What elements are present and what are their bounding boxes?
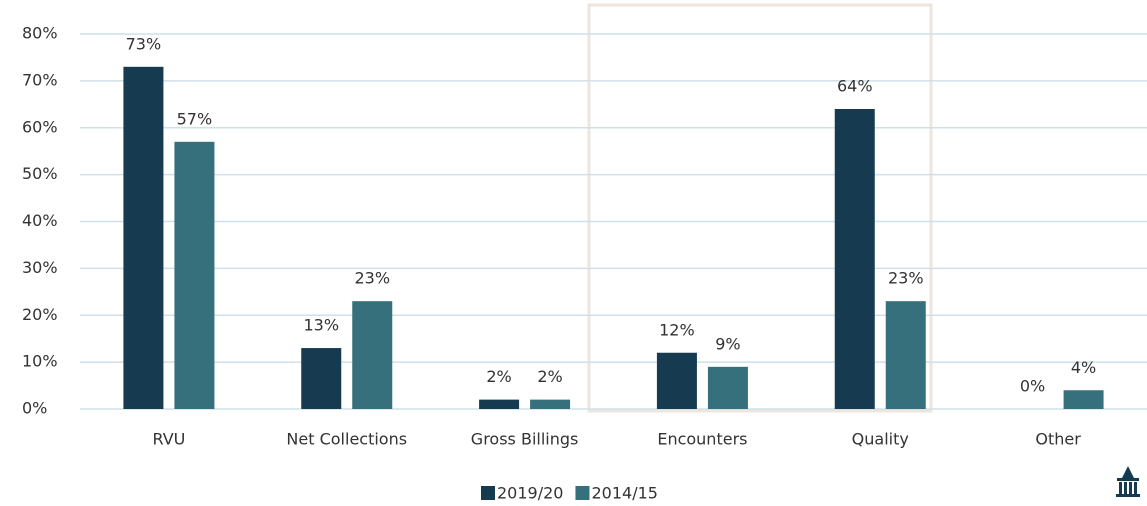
x-tick-label: RVU: [152, 430, 185, 449]
y-tick-label: 40%: [22, 211, 58, 230]
x-tick-label: Net Collections: [286, 430, 407, 449]
bar: [123, 66, 164, 409]
bar: [1063, 390, 1104, 409]
x-tick-label: Encounters: [657, 430, 747, 449]
legend-label: 2014/15: [591, 484, 657, 503]
bar: [885, 301, 926, 409]
value-label: 9%: [715, 334, 740, 353]
value-label: 13%: [303, 316, 339, 335]
value-label: 23%: [354, 269, 390, 288]
x-tick-label: Other: [1035, 430, 1081, 449]
bar: [301, 348, 342, 409]
legend-label: 2019/20: [497, 484, 563, 503]
value-label: 2%: [537, 367, 562, 386]
logo-icon: [1116, 466, 1140, 497]
legend-swatch: [481, 486, 495, 500]
value-label: 2%: [486, 367, 511, 386]
value-label: 23%: [888, 269, 924, 288]
y-tick-label: 10%: [22, 352, 58, 371]
value-label: 57%: [177, 109, 213, 128]
value-label: 12%: [659, 320, 695, 339]
y-tick-label: 60%: [22, 117, 58, 136]
bar: [174, 141, 215, 409]
y-tick-label: 50%: [22, 164, 58, 183]
value-label: 64%: [837, 77, 873, 96]
x-tick-label: Gross Billings: [471, 430, 579, 449]
bar: [707, 366, 748, 409]
y-tick-label: 0%: [22, 399, 47, 418]
bar: [834, 109, 875, 409]
legend-swatch: [575, 486, 590, 500]
bar: [479, 399, 520, 409]
value-label: 4%: [1071, 358, 1096, 377]
y-tick-label: 30%: [22, 258, 58, 277]
value-label: 73%: [126, 34, 162, 53]
x-tick-label: Quality: [852, 430, 909, 449]
bar: [656, 352, 697, 409]
bar: [530, 399, 571, 409]
value-label: 0%: [1020, 377, 1045, 396]
y-tick-label: 20%: [22, 305, 58, 324]
highlight-box: [587, 3, 933, 413]
y-tick-label: 70%: [22, 70, 58, 89]
bar: [352, 301, 393, 409]
y-tick-label: 80%: [22, 24, 58, 43]
